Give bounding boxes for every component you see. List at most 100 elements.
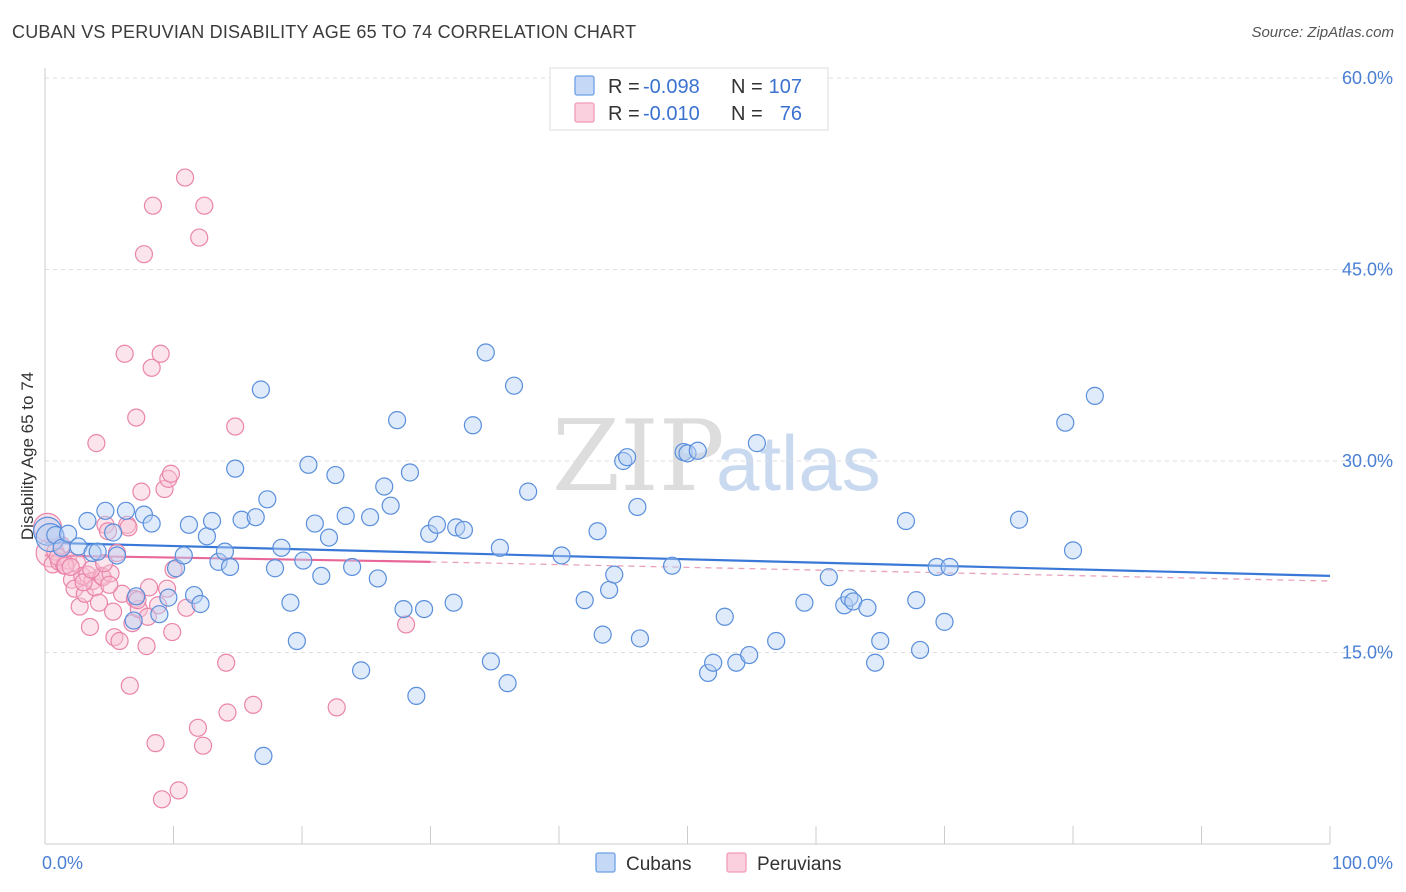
- cuban-point: [326, 465, 345, 485]
- legend-n-value-cubans: 107: [769, 76, 802, 98]
- cuban-point: [866, 653, 885, 672]
- peruvian-point: [169, 781, 188, 800]
- peruvian-point: [396, 615, 416, 634]
- cuban-point: [747, 434, 766, 453]
- legend-r-label-cubans: R =: [608, 76, 640, 98]
- peruvian-point: [80, 617, 100, 637]
- peruvian-point: [193, 736, 213, 755]
- watermark-zip-text: ZIP: [552, 400, 725, 514]
- cuban-point: [35, 522, 65, 553]
- peruvian-point: [327, 698, 346, 717]
- cuban-point: [215, 542, 234, 561]
- peruvian-point: [175, 168, 195, 187]
- cuban-point: [910, 640, 930, 660]
- cuban-point: [202, 511, 222, 531]
- cuban-point: [251, 380, 270, 399]
- peruvian-point: [155, 479, 174, 499]
- peruvian-point: [190, 228, 209, 247]
- cuban-point: [142, 514, 161, 533]
- cuban-point: [896, 511, 916, 531]
- cuban-point: [394, 599, 413, 619]
- peruvian-point: [146, 734, 165, 753]
- cuban-point: [552, 546, 571, 565]
- cuban-point: [209, 552, 228, 571]
- peruvian-point: [151, 344, 170, 363]
- cuban-point: [688, 441, 707, 460]
- y-axis-label: Disability Age 65 to 74: [18, 372, 37, 540]
- y-tick-labels: 15.0% 30.0% 45.0% 60.0%: [1342, 68, 1393, 663]
- trend-line-cubans: [44, 541, 1331, 577]
- cuban-point: [767, 631, 786, 651]
- cuban-point: [481, 652, 500, 671]
- cuban-point: [319, 528, 339, 547]
- peruvian-point: [119, 518, 138, 537]
- peruvian-point: [138, 607, 157, 626]
- cuban-point: [232, 510, 251, 529]
- y-tick-label-3: 60.0%: [1342, 68, 1393, 88]
- cuban-point: [197, 527, 217, 546]
- cuban-point: [704, 653, 723, 672]
- cuban-point: [795, 593, 814, 612]
- cuban-point: [59, 524, 78, 543]
- cuban-point: [281, 593, 300, 612]
- cuban-point: [287, 631, 306, 651]
- cuban-point: [414, 599, 434, 619]
- cuban-point: [662, 556, 682, 575]
- cuban-point: [361, 508, 380, 527]
- bottom-legend-label-peruvians: Peruvians: [757, 854, 842, 875]
- cuban-point: [116, 501, 136, 520]
- x-tick-label-1: 100.0%: [1332, 853, 1393, 873]
- legend-n-label-cubans: N =: [731, 76, 763, 98]
- cuban-point: [618, 448, 637, 467]
- peruvian-point: [89, 593, 109, 612]
- cuban-point: [1056, 413, 1075, 432]
- peruvian-point: [139, 578, 159, 597]
- legend-swatch-cubans: [574, 75, 595, 96]
- cuban-point: [159, 588, 178, 607]
- peruvian-point: [226, 417, 245, 436]
- cuban-point: [476, 343, 495, 362]
- cuban-point: [1009, 510, 1029, 529]
- bottom-legend-cubans: Cubans: [595, 852, 692, 875]
- cuban-point: [575, 591, 594, 610]
- peruvian-point: [161, 464, 181, 483]
- bottom-legend-label-cubans: Cubans: [626, 854, 692, 875]
- peruvian-point: [143, 196, 163, 215]
- peruvian-point: [142, 358, 161, 377]
- cubans-points: [32, 343, 1104, 766]
- cuban-point: [1063, 541, 1083, 560]
- cuban-point: [88, 542, 107, 561]
- cuban-point: [107, 546, 127, 565]
- cuban-point: [336, 506, 355, 525]
- cuban-point: [305, 514, 324, 533]
- peruvian-point: [100, 575, 119, 594]
- cuban-point: [104, 523, 123, 542]
- peruvian-point: [61, 557, 80, 577]
- cuban-point: [819, 568, 838, 587]
- cuban-point: [220, 557, 240, 577]
- cuban-point: [600, 580, 619, 600]
- cuban-point: [96, 501, 115, 520]
- cuban-point: [174, 546, 193, 565]
- cuban-point: [179, 515, 199, 534]
- cuban-point: [858, 598, 877, 617]
- bottom-legend-swatch-cubans: [595, 852, 616, 873]
- legend-n-label-peruvians: N =: [731, 103, 763, 125]
- peruvian-point: [127, 408, 146, 427]
- cuban-point: [400, 463, 420, 482]
- cuban-point: [605, 565, 624, 584]
- cuban-point: [444, 593, 463, 612]
- legend-r-value-cubans: -0.098: [643, 76, 700, 98]
- cuban-point: [490, 538, 509, 557]
- cuban-point: [191, 594, 210, 614]
- cuban-point: [375, 477, 394, 496]
- y-tick-label-1: 30.0%: [1342, 451, 1393, 471]
- cuban-point: [226, 459, 245, 478]
- peruvian-point: [101, 564, 120, 583]
- peruvian-point: [86, 578, 105, 597]
- bottom-legend-peruvians: Peruvians: [726, 852, 842, 875]
- peruvian-point: [195, 196, 214, 215]
- cuban-point: [740, 645, 759, 665]
- cuban-point: [127, 587, 146, 606]
